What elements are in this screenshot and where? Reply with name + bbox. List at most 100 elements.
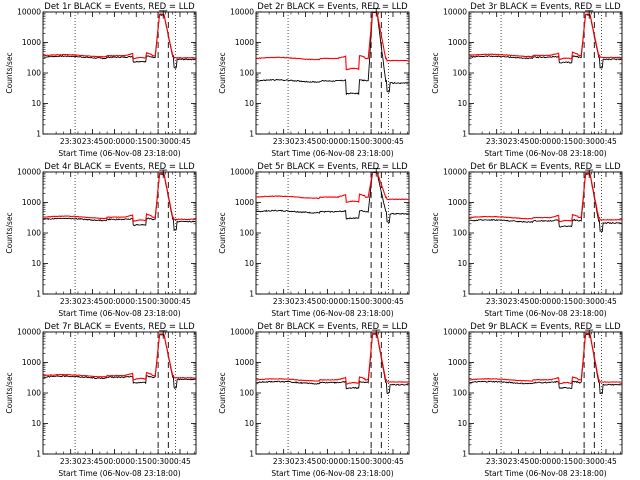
- y-tick-label: 10: [31, 99, 41, 108]
- y-tick-label: 100: [240, 229, 255, 238]
- x-tick-label: 23:45: [295, 457, 317, 466]
- lld-series-line: [43, 13, 196, 60]
- x-tick-label: 23:30: [486, 137, 508, 146]
- x-tick-label: 23:45: [508, 297, 530, 306]
- detector-panel: Det 9r BLACK = Events, RED = LLD Counts/s…: [431, 322, 623, 478]
- x-tick-label: 00:30: [147, 297, 169, 306]
- lld-series-line: [43, 172, 196, 223]
- y-tick-label: 1: [462, 290, 467, 299]
- panel-title: Det 4r BLACK = Events, RED = LLD: [44, 162, 195, 172]
- y-tick-label: 1000: [448, 38, 467, 47]
- panel-title: Det 6r BLACK = Events, RED = LLD: [470, 162, 621, 172]
- x-axis-label: Start Time (06-Nov-08 23:18:00): [271, 469, 393, 478]
- y-tick-label: 1000: [22, 358, 41, 367]
- x-tick-label: 00:00: [317, 137, 339, 146]
- events-series-line: [43, 333, 196, 389]
- x-tick-label: 00:45: [169, 297, 191, 306]
- x-tick-label: 00:30: [360, 457, 382, 466]
- y-axis-label: Counts/sec: [218, 212, 227, 253]
- detector-panel: Det 3r BLACK = Events, RED = LLD Counts/s…: [431, 2, 623, 158]
- y-axis-label: Counts/sec: [5, 212, 14, 253]
- y-axis-label: Counts/sec: [431, 212, 440, 253]
- y-axis-label: Counts/sec: [5, 52, 14, 93]
- x-tick-label: 00:00: [317, 457, 339, 466]
- events-series-line: [43, 173, 196, 232]
- x-tick-label: 00:00: [530, 297, 552, 306]
- y-tick-label: 10000: [17, 328, 41, 337]
- y-axis-label: Counts/sec: [218, 52, 227, 93]
- x-tick-label: 23:30: [486, 457, 508, 466]
- y-tick-label: 100: [240, 389, 255, 398]
- detector-panel: Det 7r BLACK = Events, RED = LLD Counts/s…: [5, 322, 197, 478]
- x-tick-label: 23:45: [508, 137, 530, 146]
- x-tick-label: 00:15: [551, 297, 573, 306]
- y-tick-label: 1000: [235, 38, 254, 47]
- y-tick-label: 1: [36, 130, 41, 139]
- x-axis-label: Start Time (06-Nov-08 23:18:00): [271, 149, 393, 158]
- y-tick-label: 1: [36, 450, 41, 459]
- events-series-line: [469, 173, 622, 233]
- y-tick-label: 10000: [230, 8, 254, 17]
- detector-panel: Det 8r BLACK = Events, RED = LLD Counts/s…: [218, 322, 410, 478]
- plot-frame: [42, 11, 197, 135]
- y-tick-label: 10: [31, 419, 41, 428]
- y-tick-label: 1: [36, 290, 41, 299]
- panel-title: Det 8r BLACK = Events, RED = LLD: [257, 322, 408, 332]
- y-axis-label: Counts/sec: [5, 372, 14, 413]
- x-axis-label: Start Time (06-Nov-08 23:18:00): [271, 309, 393, 318]
- x-tick-label: 00:45: [169, 137, 191, 146]
- events-series-line: [256, 11, 409, 96]
- y-tick-label: 10000: [17, 168, 41, 177]
- y-tick-label: 10000: [230, 328, 254, 337]
- detector-panel: Det 6r BLACK = Events, RED = LLD Counts/s…: [431, 162, 623, 318]
- y-tick-label: 10000: [443, 328, 467, 337]
- x-tick-label: 23:30: [486, 297, 508, 306]
- y-tick-label: 1000: [22, 38, 41, 47]
- x-tick-label: 00:15: [338, 457, 360, 466]
- lld-series-line: [256, 11, 409, 71]
- x-tick-label: 00:00: [317, 297, 339, 306]
- y-tick-label: 10: [244, 419, 254, 428]
- y-tick-label: 1: [462, 130, 467, 139]
- x-axis-label: Start Time (06-Nov-08 23:18:00): [58, 309, 180, 318]
- x-tick-label: 00:00: [104, 297, 126, 306]
- x-tick-label: 00:15: [125, 457, 147, 466]
- detector-panel: Det 4r BLACK = Events, RED = LLD Counts/s…: [5, 162, 197, 318]
- x-tick-label: 00:30: [360, 137, 382, 146]
- x-tick-label: 23:45: [82, 137, 104, 146]
- lld-series-line: [43, 333, 196, 381]
- x-axis-label: Start Time (06-Nov-08 23:18:00): [484, 309, 606, 318]
- x-tick-label: 00:45: [382, 297, 404, 306]
- y-axis-label: Counts/sec: [218, 372, 227, 413]
- y-axis-label: Counts/sec: [431, 52, 440, 93]
- x-tick-label: 23:45: [82, 457, 104, 466]
- y-tick-label: 10: [457, 99, 467, 108]
- x-tick-label: 00:15: [125, 297, 147, 306]
- y-tick-label: 100: [453, 229, 468, 238]
- y-tick-label: 10: [457, 419, 467, 428]
- panel-title: Det 5r BLACK = Events, RED = LLD: [257, 162, 408, 172]
- y-tick-label: 1: [462, 450, 467, 459]
- y-tick-label: 1: [249, 130, 254, 139]
- x-tick-label: 00:00: [104, 457, 126, 466]
- events-series-line: [469, 333, 622, 395]
- events-series-line: [469, 14, 622, 69]
- x-tick-label: 00:45: [595, 137, 617, 146]
- x-tick-label: 00:15: [551, 137, 573, 146]
- detector-panel: Det 2r BLACK = Events, RED = LLD Counts/s…: [218, 2, 410, 158]
- x-tick-label: 00:30: [573, 457, 595, 466]
- events-series-line: [43, 13, 196, 69]
- y-tick-label: 1000: [448, 198, 467, 207]
- y-tick-label: 10: [244, 259, 254, 268]
- x-tick-label: 23:30: [60, 297, 82, 306]
- lld-series-line: [256, 332, 409, 385]
- x-axis-label: Start Time (06-Nov-08 23:18:00): [58, 149, 180, 158]
- panel-title: Det 1r BLACK = Events, RED = LLD: [44, 2, 195, 12]
- x-tick-label: 00:45: [382, 457, 404, 466]
- plot-frame: [42, 171, 197, 295]
- x-axis-label: Start Time (06-Nov-08 23:18:00): [58, 469, 180, 478]
- y-tick-label: 100: [240, 69, 255, 78]
- lld-series-line: [469, 13, 622, 61]
- y-tick-label: 100: [453, 69, 468, 78]
